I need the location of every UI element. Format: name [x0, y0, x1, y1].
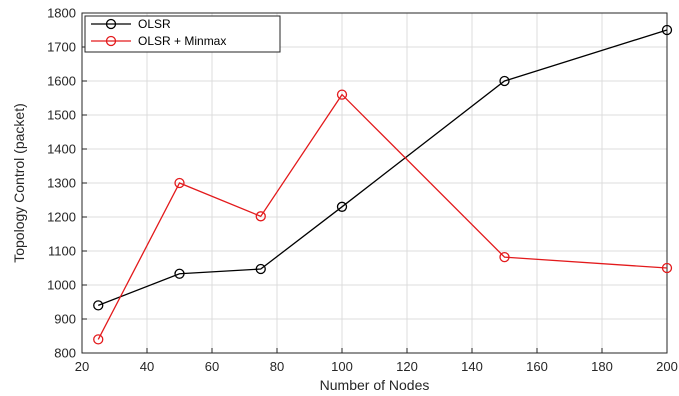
data-point-olsr	[174, 268, 185, 279]
y-tick-label: 800	[54, 346, 76, 361]
y-tick-label: 1500	[47, 108, 76, 123]
series-line-olsr-minmax	[97, 93, 668, 340]
legend-label-olsr-minmax: OLSR + Minmax	[138, 34, 226, 48]
y-tick-label: 1800	[47, 6, 76, 21]
x-tick-label: 200	[656, 359, 678, 374]
x-tick-label: 60	[205, 359, 219, 374]
data-point-olsr	[93, 300, 104, 311]
data-point-olsr-minmax	[255, 211, 266, 222]
x-tick-label: 180	[591, 359, 613, 374]
x-axis-label: Number of Nodes	[320, 377, 430, 393]
x-axis-ticks: 20 40 60 80 100 120 140 160 180 200	[75, 348, 678, 374]
x-tick-label: 40	[140, 359, 154, 374]
x-tick-label: 140	[461, 359, 483, 374]
legend-box	[84, 15, 281, 53]
x-tick-label: 160	[526, 359, 548, 374]
data-point-olsr	[255, 263, 266, 275]
y-tick-label: 1300	[47, 176, 76, 191]
data-point-olsr-minmax	[499, 251, 510, 263]
x-tick-label: 120	[396, 359, 418, 374]
legend: OLSR OLSR + Minmax	[84, 15, 281, 53]
data-point-olsr-minmax	[336, 89, 348, 100]
y-axis-ticks: 800 900 1000 1100 1200 1300 1400 1500 1600 1700 18…	[47, 6, 87, 361]
x-tick-label: 20	[75, 359, 89, 374]
series-line-olsr	[98, 29, 668, 307]
x-tick-label: 100	[331, 359, 353, 374]
data-point-olsr-minmax	[661, 262, 673, 274]
legend-marker-olsr	[105, 18, 117, 30]
x-tick-label: 80	[270, 359, 284, 374]
data-point-olsr-minmax	[174, 177, 185, 189]
legend-marker-olsr-minmax	[105, 35, 117, 47]
y-tick-label: 1100	[48, 244, 76, 259]
y-tick-label: 1600	[47, 74, 76, 89]
y-tick-label: 1400	[47, 142, 76, 157]
data-point-olsr	[661, 24, 673, 36]
data-point-olsr-minmax	[93, 334, 104, 345]
y-axis-label: Topology Control (packet)	[11, 103, 27, 263]
series-layer	[93, 24, 673, 345]
legend-label-olsr: OLSR	[138, 17, 171, 31]
data-point-olsr	[336, 201, 348, 212]
y-tick-label: 1200	[47, 210, 76, 225]
data-point-olsr	[499, 75, 510, 87]
y-tick-label: 1700	[47, 40, 76, 55]
y-tick-label: 900	[54, 312, 76, 327]
y-tick-label: 1000	[47, 278, 76, 293]
